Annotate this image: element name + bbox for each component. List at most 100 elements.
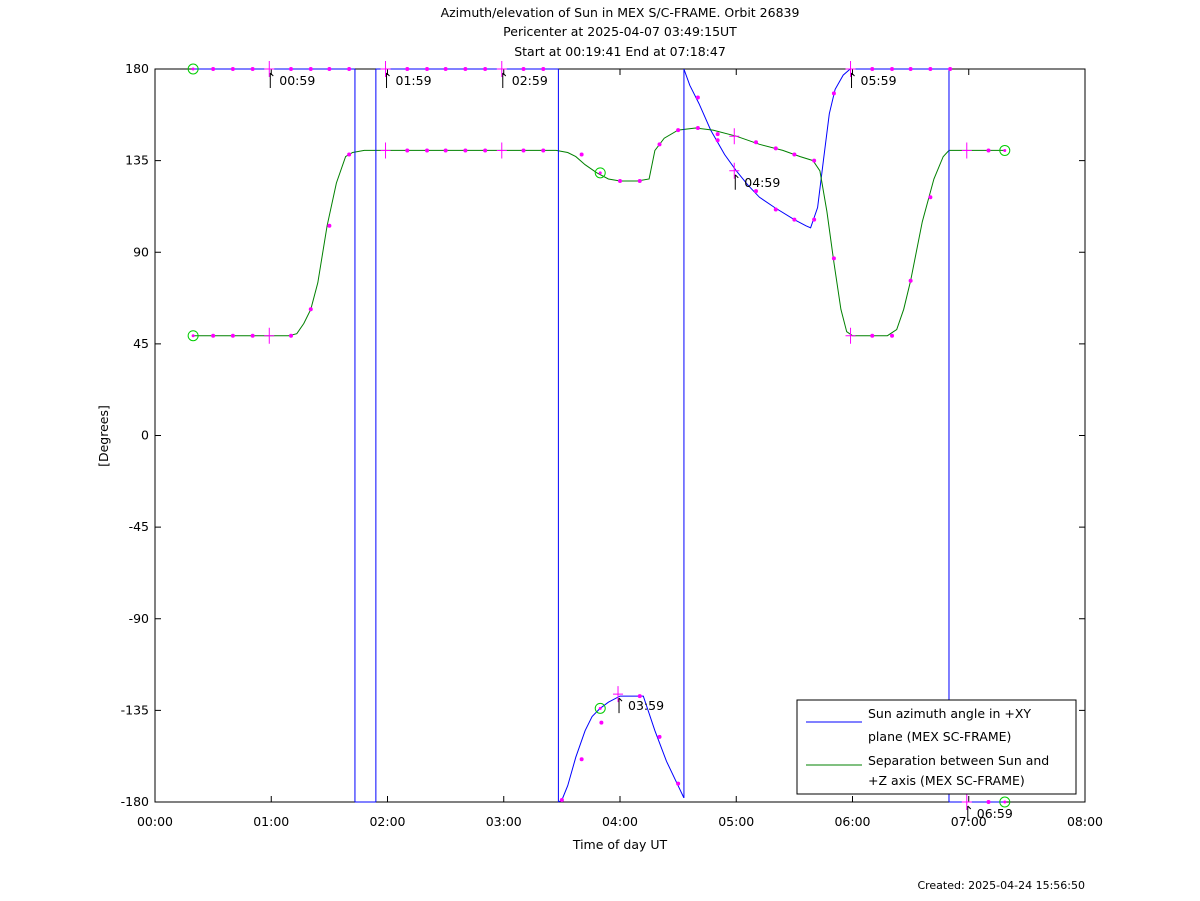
sample-marker <box>579 152 584 157</box>
event-circle-center <box>1003 800 1007 804</box>
hour-label: 05:59 <box>861 73 897 88</box>
sample-marker <box>812 158 817 163</box>
hour-cross-marker <box>845 327 856 344</box>
x-tick-label: 01:00 <box>253 814 289 829</box>
sample-marker <box>618 178 622 183</box>
hour-label-pointer <box>502 72 507 88</box>
sample-marker <box>773 207 778 212</box>
sample-marker <box>211 67 216 71</box>
sample-marker <box>870 67 875 71</box>
hour-cross-marker <box>961 142 972 159</box>
sample-marker <box>250 333 255 338</box>
hour-label-pointer <box>386 72 390 88</box>
separation-line-segment <box>193 127 1005 337</box>
sample-marker <box>308 307 313 312</box>
hour-cross-marker <box>264 61 275 77</box>
legend-label-azimuth-line1: Sun azimuth angle in +XY <box>868 706 1031 721</box>
sample-marker <box>637 178 642 183</box>
y-axis-label: [Degrees] <box>96 405 111 467</box>
x-tick-label: 04:00 <box>602 814 638 829</box>
y-tick-label: 180 <box>125 61 149 76</box>
hour-cross-marker <box>496 61 507 77</box>
sample-marker <box>792 217 797 222</box>
sample-marker <box>715 132 720 137</box>
hour-cross-marker <box>380 61 391 77</box>
sample-marker <box>637 694 642 699</box>
hour-label-pointer <box>851 72 855 88</box>
sample-marker <box>599 720 604 725</box>
sample-marker <box>676 781 681 786</box>
series-layer <box>193 68 1005 803</box>
sample-marker <box>831 256 836 261</box>
hour-cross-marker <box>496 142 507 159</box>
sample-marker <box>250 67 255 71</box>
hour-label-pointer <box>269 72 274 88</box>
hour-label: 06:59 <box>977 806 1013 821</box>
legend-label-azimuth-line2: plane (MEX SC-FRAME) <box>868 729 1011 744</box>
sample-marker <box>986 800 991 804</box>
created-timestamp: Created: 2025-04-24 15:56:50 <box>917 879 1085 892</box>
sample-marker <box>347 152 352 157</box>
hour-label-pointer <box>967 805 972 821</box>
marker-layer <box>187 63 1011 808</box>
chart-subtitle-pericenter: Pericenter at 2025-04-07 03:49:15UT <box>503 24 737 39</box>
sample-marker <box>773 146 778 151</box>
hour-label: 01:59 <box>396 73 432 88</box>
sample-marker <box>715 138 720 143</box>
sample-marker <box>405 67 410 71</box>
sample-marker <box>308 67 313 71</box>
sample-marker <box>521 148 526 153</box>
y-tick-label: -135 <box>121 702 149 717</box>
hour-label: 00:59 <box>279 73 315 88</box>
sample-marker <box>289 333 294 338</box>
x-tick-label: 05:00 <box>718 814 754 829</box>
hour-cross-marker <box>264 327 275 344</box>
sample-marker <box>695 95 700 100</box>
sample-marker <box>908 278 913 283</box>
x-tick-label: 07:00 <box>951 814 987 829</box>
sample-marker <box>657 734 662 739</box>
y-tick-label: 45 <box>133 336 149 351</box>
event-circle-marker <box>187 330 199 342</box>
y-tick-label: -90 <box>129 611 149 626</box>
y-tick-label: 135 <box>125 153 149 168</box>
event-circle-marker <box>594 702 606 714</box>
x-tick-label: 03:00 <box>486 814 522 829</box>
hour-cross-marker <box>380 142 391 159</box>
hour-label: 02:59 <box>512 73 548 88</box>
sample-marker <box>948 67 953 71</box>
x-tick-label: 06:00 <box>834 814 870 829</box>
event-circle-marker <box>594 167 606 179</box>
sample-marker <box>579 757 584 762</box>
x-tick-label: 08:00 <box>1067 814 1103 829</box>
sample-marker <box>870 333 875 338</box>
sample-marker <box>443 148 448 153</box>
x-tick-label: 00:00 <box>137 814 173 829</box>
sample-marker <box>463 67 468 71</box>
sample-marker <box>443 67 448 71</box>
azimuth-line-segment <box>683 68 853 229</box>
sample-marker <box>928 67 933 71</box>
event-circle-marker <box>999 144 1011 156</box>
sample-marker <box>695 126 700 131</box>
hour-label-pointer <box>734 174 739 190</box>
sample-marker <box>676 128 681 133</box>
x-axis-label: Time of day UT <box>572 837 668 852</box>
hour-cross-marker <box>845 61 856 77</box>
sample-marker <box>425 148 430 153</box>
sample-marker <box>230 333 235 338</box>
hour-cross-marker <box>729 128 740 145</box>
sample-marker <box>541 148 546 153</box>
chart-title: Azimuth/elevation of Sun in MEX S/C-FRAM… <box>441 5 800 20</box>
sample-marker <box>986 148 991 153</box>
sample-marker <box>347 67 352 71</box>
axis-ticks: 00:00 01:00 02:00 03:00 04:00 05:00 06:00 07:00… <box>121 61 1103 829</box>
legend-label-separation-line2: +Z axis (MEX SC-FRAME) <box>868 773 1025 788</box>
sample-marker <box>405 148 410 153</box>
legend: Sun azimuth angle in +XY plane (MEX SC-F… <box>796 699 1077 795</box>
sample-marker <box>657 142 662 147</box>
legend-label-separation-line1: Separation between Sun and <box>868 753 1049 768</box>
y-tick-label: 90 <box>133 244 149 259</box>
hour-label-pointer <box>618 697 623 714</box>
sample-marker <box>463 148 468 153</box>
